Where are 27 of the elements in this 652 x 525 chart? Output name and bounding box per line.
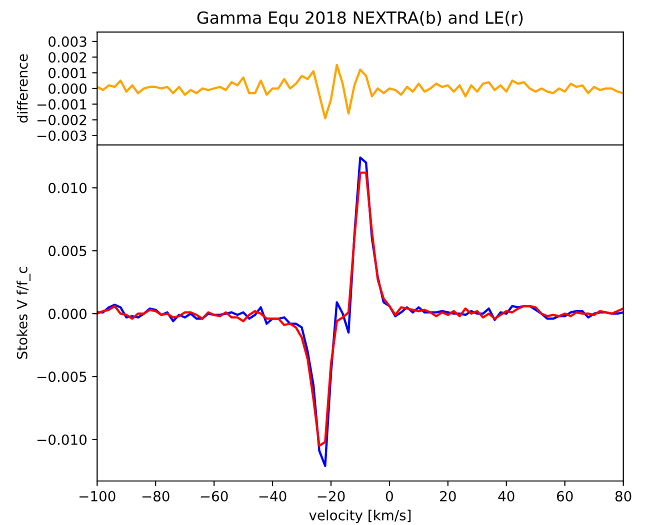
line-series xyxy=(97,64,624,120)
x-tick-label: −40 xyxy=(259,490,286,502)
y-tick-label: 0.002 xyxy=(48,52,86,63)
y-tick-label: −0.003 xyxy=(37,130,86,141)
x-tick-label: −60 xyxy=(200,490,228,502)
x-tick-label: −80 xyxy=(142,490,170,502)
y-tick-label: −0.010 xyxy=(37,434,86,445)
x-tick-label: 20 xyxy=(440,490,456,502)
x-tick-label: 60 xyxy=(556,490,573,502)
y-tick-label: 0.005 xyxy=(48,246,86,256)
y-axis-title: Stokes V f/f_c xyxy=(16,267,30,359)
y-tick-label: 0.001 xyxy=(48,68,86,78)
y-tick-label: −0.002 xyxy=(37,114,86,126)
y-tick-label: 0.000 xyxy=(48,308,87,320)
y-tick-label: 0.003 xyxy=(48,36,86,47)
x-tick-label: 0 xyxy=(386,490,393,502)
y-tick-label: 0.010 xyxy=(48,182,87,194)
y-tick-label: −0.001 xyxy=(37,99,86,110)
y-axis-title: difference xyxy=(17,54,28,123)
x-tick-label: −20 xyxy=(318,490,345,502)
chart-title: Gamma Equ 2018 NEXTRA(b) and LE(r) xyxy=(197,11,523,28)
x-tick-label: −100 xyxy=(80,490,116,502)
x-tick-label: 80 xyxy=(615,490,632,502)
x-tick-label: 40 xyxy=(498,490,514,502)
x-axis-title: velocity [km/s] xyxy=(309,510,411,524)
y-tick-label: −0.005 xyxy=(37,372,86,382)
y-tick-label: 0.000 xyxy=(48,83,87,94)
